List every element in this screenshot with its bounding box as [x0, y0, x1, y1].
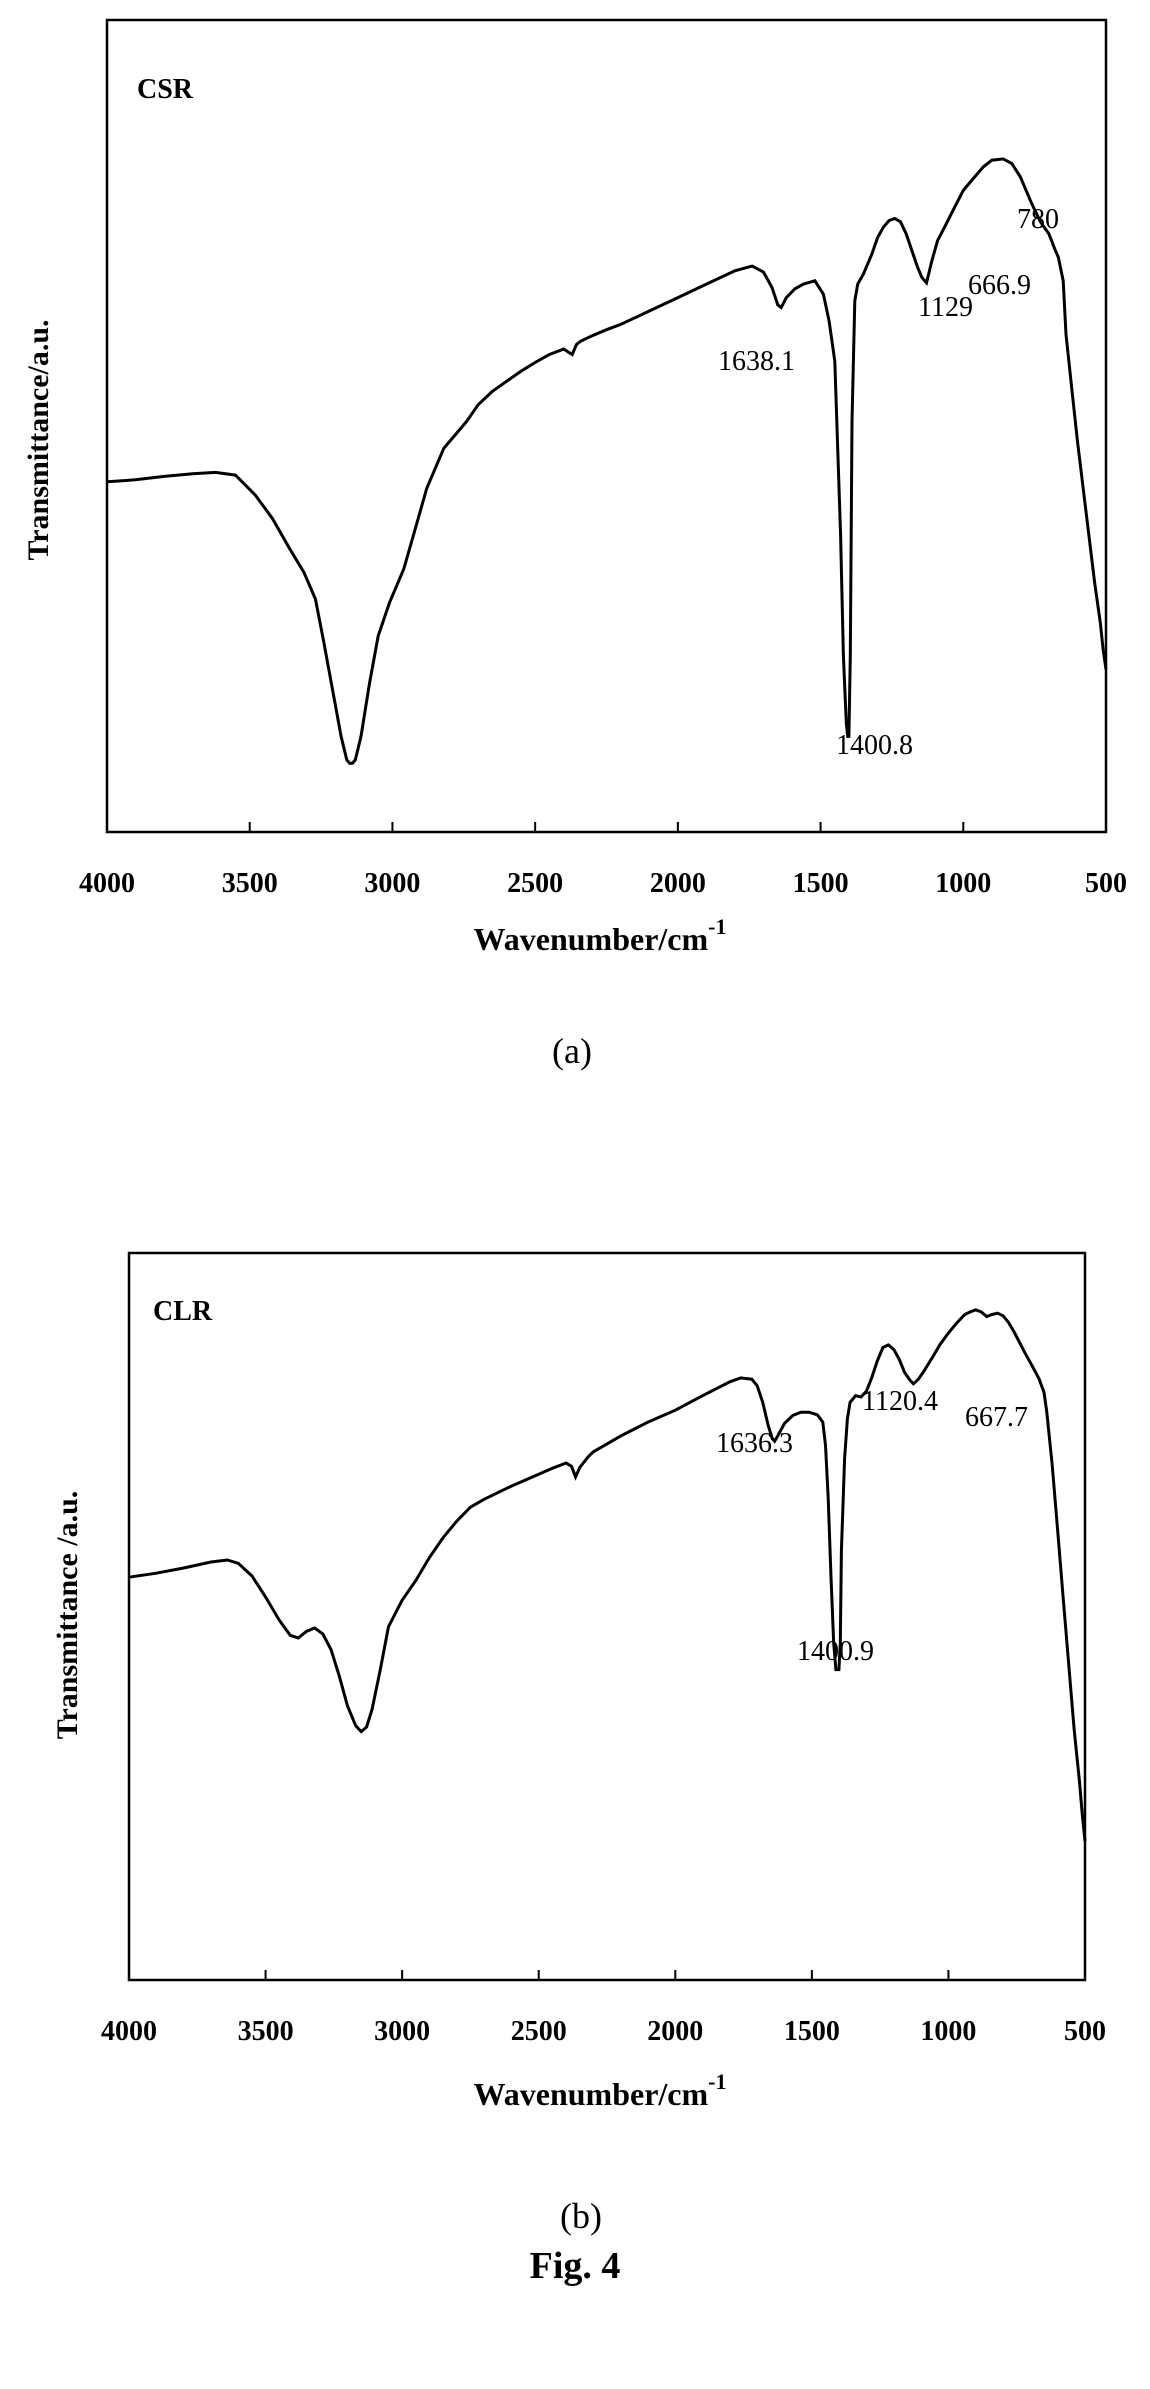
figure-caption: Fig. 4 — [529, 2245, 621, 2287]
panel-a-x-tick-label: 1500 — [793, 868, 849, 899]
annotation-1636-3: 1636.3 — [716, 1428, 793, 1459]
panel-b-x-tick-label: 1500 — [784, 2016, 840, 2047]
panel-b-x-tick-label: 1000 — [920, 2016, 976, 2047]
panel-b-x-tick-label: 2000 — [647, 2016, 703, 2047]
panel-a-xlabel-sup: -1 — [708, 914, 726, 939]
panel-a-x-tick-label: 3500 — [222, 868, 278, 899]
panel-a-sublabel: (a) — [552, 1031, 592, 1071]
annotation-780: 780 — [1017, 204, 1059, 235]
panel-a-x-tick-label: 500 — [1085, 868, 1127, 899]
panel-a-x-tick-label: 4000 — [79, 868, 135, 899]
panel-b-x-tick-label: 3500 — [238, 2016, 294, 2047]
panel-a-tick-labels: 4000 3500 3000 2500 2000 1500 1000 500 — [79, 868, 1127, 899]
annotation-666-9: 666.9 — [968, 270, 1031, 301]
panel-a-inset-label: CSR — [137, 74, 194, 105]
panel-a-spectrum-line — [106, 157, 1108, 765]
panel-a-ylabel: Transmittance/a.u. — [22, 319, 55, 560]
panel-b-tick-labels: 4000 3500 3000 2500 2000 1500 1000 500 — [101, 2016, 1106, 2047]
panel-b-frame — [127, 1251, 1087, 1982]
panel-a-ticks — [106, 822, 1107, 832]
panel-b-ticks — [128, 1970, 1086, 1980]
panel-b-x-tick-label: 500 — [1064, 2016, 1106, 2047]
panel-b-spectrum-line — [128, 1308, 1087, 1842]
panel-b-annotations: 1636.3 1400.9 1120.4 667.7 — [716, 1386, 1028, 1667]
panel-a-xlabel-text: Wavenumber/cm — [474, 921, 709, 957]
panel-b-xlabel-text: Wavenumber/cm — [474, 2076, 709, 2112]
annotation-1400-9: 1400.9 — [797, 1636, 874, 1667]
panel-a-annotations: 1638.1 1400.8 1129 780 666.9 — [718, 204, 1059, 761]
annotation-1120-4: 1120.4 — [862, 1386, 938, 1417]
annotation-1400-8: 1400.8 — [836, 730, 913, 761]
panel-b-x-tick-label: 4000 — [101, 2016, 157, 2047]
annotation-667-7: 667.7 — [965, 1402, 1028, 1433]
panel-b-x-tick-label: 2500 — [511, 2016, 567, 2047]
annotation-1638-1: 1638.1 — [718, 346, 795, 377]
panel-a-frame — [105, 18, 1108, 834]
panel-b-sublabel: (b) — [560, 2196, 602, 2236]
panel-a-xlabel: Wavenumber/cm-1 — [474, 914, 727, 957]
panel-b-inset-label: CLR — [153, 1296, 213, 1327]
panel-b: CLR 4000 3500 3000 2500 2000 1500 1000 500 1636… — [51, 1251, 1106, 2112]
panel-b-xlabel-sup: -1 — [708, 2069, 726, 2094]
panel-a-x-tick-label: 2000 — [650, 868, 706, 899]
panel-a-x-tick-label: 1000 — [935, 868, 991, 899]
panel-a: CSR 4000 3500 3000 2500 2000 1500 1000 500 1638… — [22, 18, 1127, 957]
panel-a-x-tick-label: 2500 — [507, 868, 563, 899]
panel-b-x-tick-label: 3000 — [374, 2016, 430, 2047]
panel-a-x-tick-label: 3000 — [364, 868, 420, 899]
panel-b-ylabel: Transmittance /a.u. — [51, 1491, 84, 1740]
panel-b-xlabel: Wavenumber/cm-1 — [474, 2069, 727, 2112]
annotation-1129: 1129 — [918, 292, 973, 323]
